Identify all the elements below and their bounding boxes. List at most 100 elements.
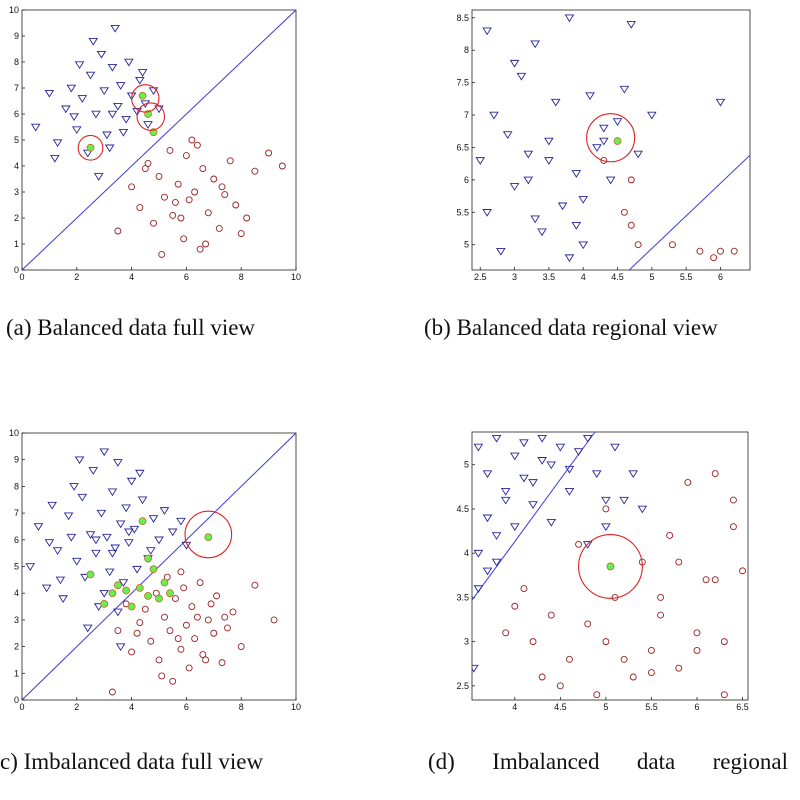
diagonal-line (472, 432, 596, 601)
circle-point (566, 655, 573, 663)
highlight-point (144, 554, 152, 563)
x-tick-label: 2 (74, 272, 79, 282)
highlight-point (155, 594, 163, 603)
triangle-point (564, 465, 575, 474)
circle-point (174, 635, 182, 643)
triangle-point (489, 111, 499, 120)
highlight-point (613, 137, 622, 145)
y-tick-label: 7 (464, 110, 469, 120)
triangle-point (564, 488, 575, 496)
triangle-point (132, 108, 142, 116)
triangle-point (591, 470, 602, 479)
circle-point (196, 579, 204, 586)
x-tick-label: 3.5 (543, 272, 556, 282)
triangle-point (482, 470, 493, 479)
y-tick-label: 3.5 (456, 592, 469, 602)
circle-point (657, 593, 665, 601)
triangle-point (647, 111, 657, 120)
circle-point (600, 156, 608, 164)
circle-point (251, 581, 259, 589)
highlight-point (122, 586, 131, 595)
triangle-point (626, 21, 637, 29)
triangle-point (509, 183, 520, 191)
y-tick-label: 4 (464, 548, 469, 558)
triangle-point (167, 528, 178, 537)
caption: c) Imbalanced data full view (0, 749, 264, 774)
y-tick-label: 5 (14, 135, 19, 145)
triangle-point (546, 461, 557, 470)
y-tick-label: 6.5 (456, 142, 469, 152)
triangle-point (135, 76, 145, 85)
circle-point (171, 198, 179, 206)
circle-point (202, 656, 210, 664)
triangle-point (546, 518, 557, 527)
triangle-point (124, 528, 134, 537)
circle-point (141, 605, 149, 613)
triangle-point (135, 469, 145, 478)
circle-point (575, 540, 583, 548)
x-tick-label: 0 (19, 272, 24, 282)
triangle-point (473, 585, 484, 594)
triangle-point (118, 579, 129, 587)
triangle-point (544, 137, 554, 146)
circle-point (224, 624, 231, 632)
triangle-point (628, 470, 639, 479)
highlight-point (606, 562, 615, 571)
circle-point (210, 175, 218, 183)
x-tick-label: 5.5 (680, 272, 693, 282)
circle-point (150, 219, 157, 227)
circle-point (629, 673, 637, 681)
circle-point (202, 240, 210, 248)
y-tick-label: 3 (14, 187, 19, 197)
circle-point (593, 691, 601, 699)
triangle-point (502, 131, 513, 139)
circle-point (169, 211, 177, 219)
circle-point (177, 568, 185, 576)
circle-point (729, 496, 737, 504)
triangle-point (52, 547, 63, 555)
x-tick-label: 4 (512, 702, 517, 712)
y-tick-label: 7 (14, 83, 19, 93)
triangle-point (137, 69, 148, 77)
triangle-point (107, 110, 118, 119)
diagonal-line (628, 154, 750, 270)
triangle-point (523, 150, 534, 159)
triangle-point (578, 196, 589, 204)
x-tick-label: 2 (74, 702, 79, 712)
triangle-point (124, 58, 134, 67)
circle-point (696, 247, 704, 255)
neighborhood-circle (586, 113, 636, 163)
circle-point (155, 172, 163, 180)
triangle-point (126, 92, 137, 101)
triangle-point (530, 40, 540, 49)
y-tick-label: 5 (464, 240, 469, 250)
highlight-point (138, 91, 147, 100)
y-tick-label: 3 (464, 637, 469, 647)
triangle-point (509, 523, 520, 532)
circle-point (720, 691, 728, 699)
triangle-point (601, 496, 611, 505)
circle-point (215, 224, 223, 232)
triangle-point (519, 474, 529, 483)
highlight-point (160, 578, 169, 587)
highlight-point (86, 570, 95, 579)
triangle-point (41, 584, 52, 593)
circle-point (188, 136, 196, 144)
triangle-point (491, 434, 502, 443)
circle-point (739, 567, 746, 575)
circle-point (547, 611, 555, 619)
triangle-point (598, 137, 609, 146)
triangle-point (573, 448, 584, 456)
circle-point (243, 214, 251, 222)
x-tick-label: 6 (184, 702, 189, 712)
x-tick-label: 8 (239, 272, 244, 282)
x-tick-label: 8 (239, 702, 244, 712)
triangle-point (619, 496, 629, 505)
triangle-point (715, 98, 726, 107)
circle-point (666, 532, 674, 539)
triangle-point (107, 549, 118, 558)
triangle-point (118, 128, 129, 137)
neighborhood-circle (578, 534, 643, 599)
circle-point (270, 616, 278, 624)
circle-point (675, 664, 683, 672)
